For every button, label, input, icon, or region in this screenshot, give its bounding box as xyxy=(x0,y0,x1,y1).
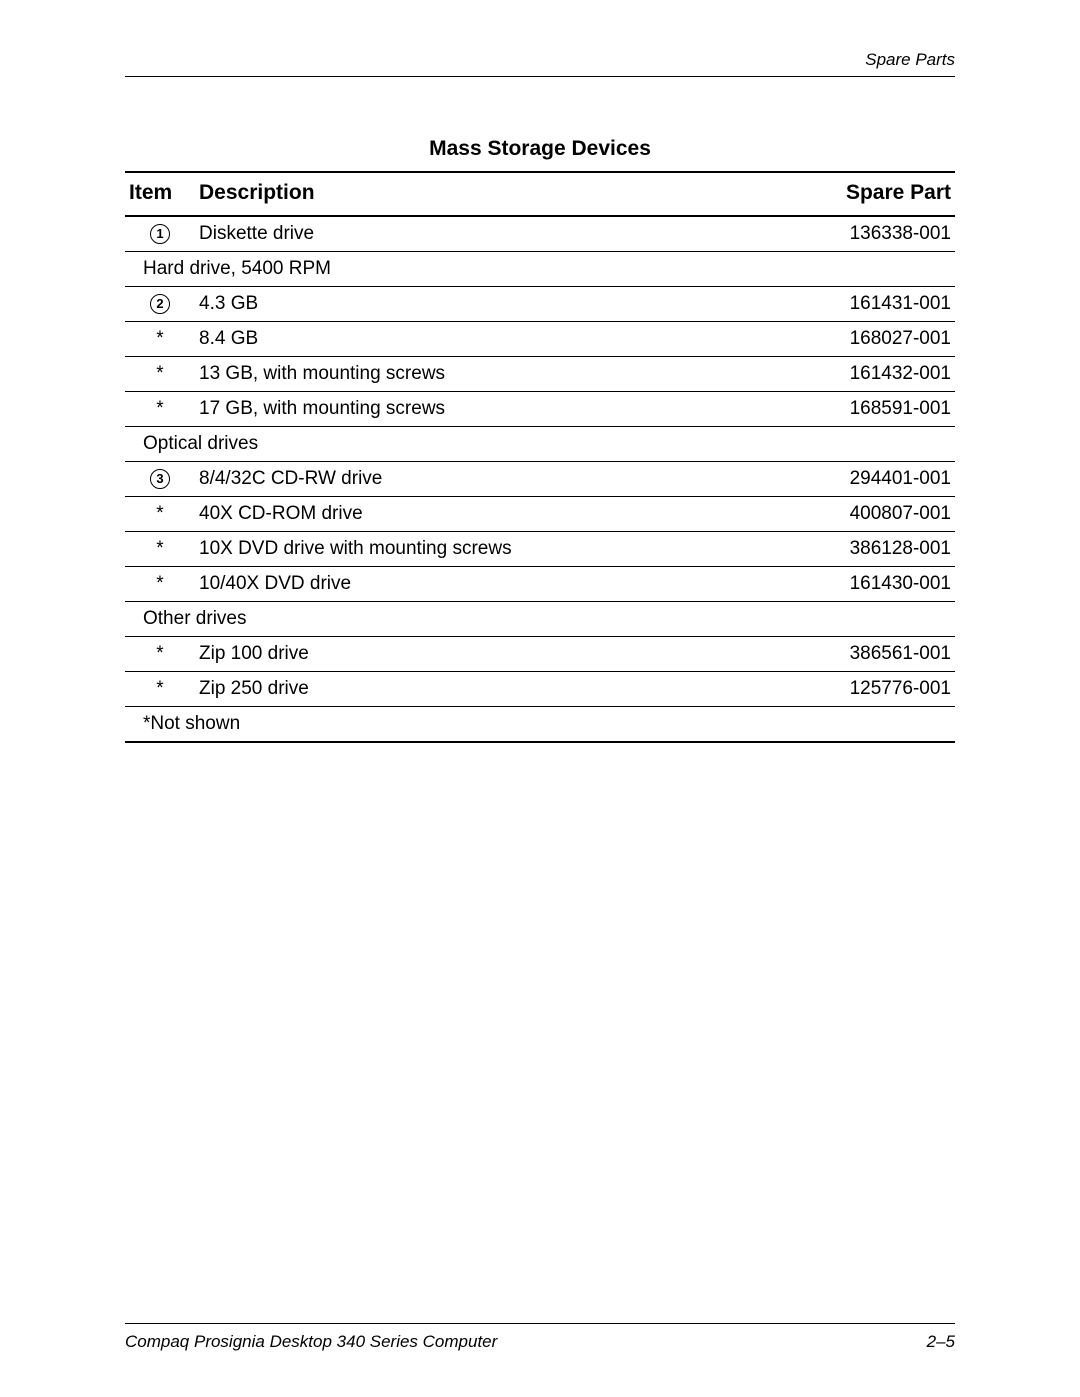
table-row: *10/40X DVD drive161430-001 xyxy=(125,567,955,602)
table-row: *Not shown xyxy=(125,707,955,743)
spare-part-cell: 168027-001 xyxy=(795,322,955,357)
spare-part-cell: 161431-001 xyxy=(795,287,955,322)
item-marker: * xyxy=(125,322,195,357)
description-cell: 10X DVD drive with mounting screws xyxy=(195,532,795,567)
spare-part-cell: 125776-001 xyxy=(795,672,955,707)
item-marker: * xyxy=(125,637,195,672)
description-cell: 40X CD-ROM drive xyxy=(195,497,795,532)
spare-part-cell: 386128-001 xyxy=(795,532,955,567)
description-cell: Diskette drive xyxy=(195,216,795,252)
spare-part-cell: 386561-001 xyxy=(795,637,955,672)
item-marker: 3 xyxy=(125,462,195,497)
spare-part-cell: 161430-001 xyxy=(795,567,955,602)
spare-part-cell: 136338-001 xyxy=(795,216,955,252)
item-marker: * xyxy=(125,497,195,532)
circled-number-icon: 3 xyxy=(150,469,170,489)
description-cell: Zip 250 drive xyxy=(195,672,795,707)
spare-part-cell: 400807-001 xyxy=(795,497,955,532)
header-section-label: Spare Parts xyxy=(125,50,955,70)
item-marker: * xyxy=(125,357,195,392)
description-cell: 10/40X DVD drive xyxy=(195,567,795,602)
footnote: *Not shown xyxy=(125,707,955,743)
item-marker: * xyxy=(125,672,195,707)
footer-left: Compaq Prosignia Desktop 340 Series Comp… xyxy=(125,1332,497,1352)
page: Spare Parts Mass Storage Devices Item De… xyxy=(0,0,1080,1397)
col-description: Description xyxy=(195,172,795,216)
description-cell: Zip 100 drive xyxy=(195,637,795,672)
table-row: *40X CD-ROM drive400807-001 xyxy=(125,497,955,532)
table-row: 3 8/4/32C CD-RW drive294401-001 xyxy=(125,462,955,497)
spare-part-cell: 168591-001 xyxy=(795,392,955,427)
table-row: *Zip 100 drive386561-001 xyxy=(125,637,955,672)
table-header-row: Item Description Spare Part xyxy=(125,172,955,216)
section-label: Other drives xyxy=(125,602,955,637)
item-marker: * xyxy=(125,392,195,427)
table-row: 1 Diskette drive136338-001 xyxy=(125,216,955,252)
item-marker: * xyxy=(125,532,195,567)
table-title: Mass Storage Devices xyxy=(125,137,955,161)
table-row: *8.4 GB168027-001 xyxy=(125,322,955,357)
description-cell: 17 GB, with mounting screws xyxy=(195,392,795,427)
table-row: *17 GB, with mounting screws168591-001 xyxy=(125,392,955,427)
circled-number-icon: 2 xyxy=(150,294,170,314)
col-item: Item xyxy=(125,172,195,216)
section-label: Optical drives xyxy=(125,427,955,462)
circled-number-icon: 1 xyxy=(150,224,170,244)
table-row: Hard drive, 5400 RPM xyxy=(125,252,955,287)
spare-parts-table: Item Description Spare Part 1 Diskette dr… xyxy=(125,171,955,743)
item-marker: 1 xyxy=(125,216,195,252)
table-row: Optical drives xyxy=(125,427,955,462)
page-header: Spare Parts xyxy=(125,50,955,77)
footer-right: 2–5 xyxy=(927,1332,955,1352)
table-row: *13 GB, with mounting screws161432-001 xyxy=(125,357,955,392)
spare-part-cell: 161432-001 xyxy=(795,357,955,392)
description-cell: 13 GB, with mounting screws xyxy=(195,357,795,392)
page-footer: Compaq Prosignia Desktop 340 Series Comp… xyxy=(125,1323,955,1352)
section-label: Hard drive, 5400 RPM xyxy=(125,252,955,287)
table-row: *10X DVD drive with mounting screws38612… xyxy=(125,532,955,567)
table-row: Other drives xyxy=(125,602,955,637)
description-cell: 8.4 GB xyxy=(195,322,795,357)
col-spare-part: Spare Part xyxy=(795,172,955,216)
spare-part-cell: 294401-001 xyxy=(795,462,955,497)
table-row: *Zip 250 drive125776-001 xyxy=(125,672,955,707)
table-row: 2 4.3 GB161431-001 xyxy=(125,287,955,322)
item-marker: * xyxy=(125,567,195,602)
description-cell: 4.3 GB xyxy=(195,287,795,322)
description-cell: 8/4/32C CD-RW drive xyxy=(195,462,795,497)
item-marker: 2 xyxy=(125,287,195,322)
